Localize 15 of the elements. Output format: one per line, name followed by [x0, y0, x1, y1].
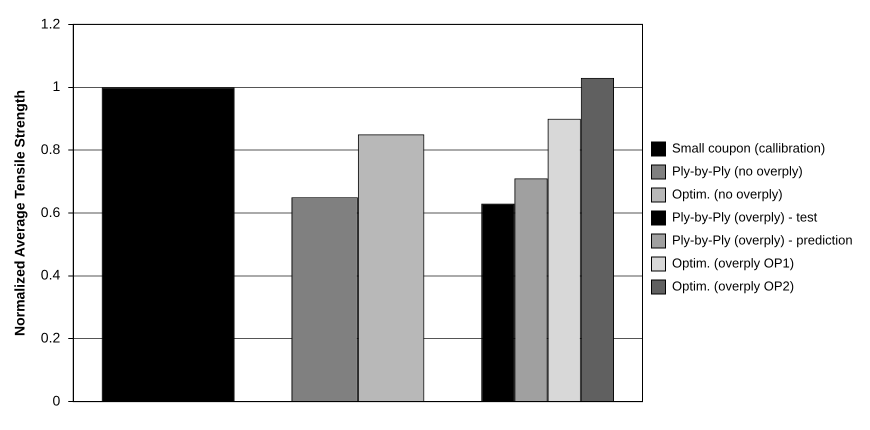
y-tick-label: 0.8	[40, 140, 60, 157]
y-axis-title: Normalized Average Tensile Strength	[11, 90, 28, 336]
legend-label: Optim. (no overply)	[672, 186, 783, 202]
legend-label: Ply-by-Ply (overply) - test	[672, 210, 818, 225]
legend-label: Ply-by-Ply (no overply)	[672, 164, 803, 179]
y-tick-label: 0.6	[40, 204, 60, 220]
legend-label: Optim. (overply OP2)	[672, 278, 794, 294]
y-tick-label: 1	[52, 78, 60, 94]
y-tick-label: 1.2	[40, 15, 60, 32]
legend-label: Ply-by-Ply (overply) - prediction	[672, 232, 853, 248]
y-tick-label: 0.2	[40, 330, 60, 346]
legend-label: Small coupon (callibration)	[672, 140, 826, 156]
y-tick-label: 0.4	[40, 266, 60, 283]
legend-label: Optim. (overply OP1)	[672, 256, 794, 271]
y-tick-label: 0	[52, 392, 60, 408]
